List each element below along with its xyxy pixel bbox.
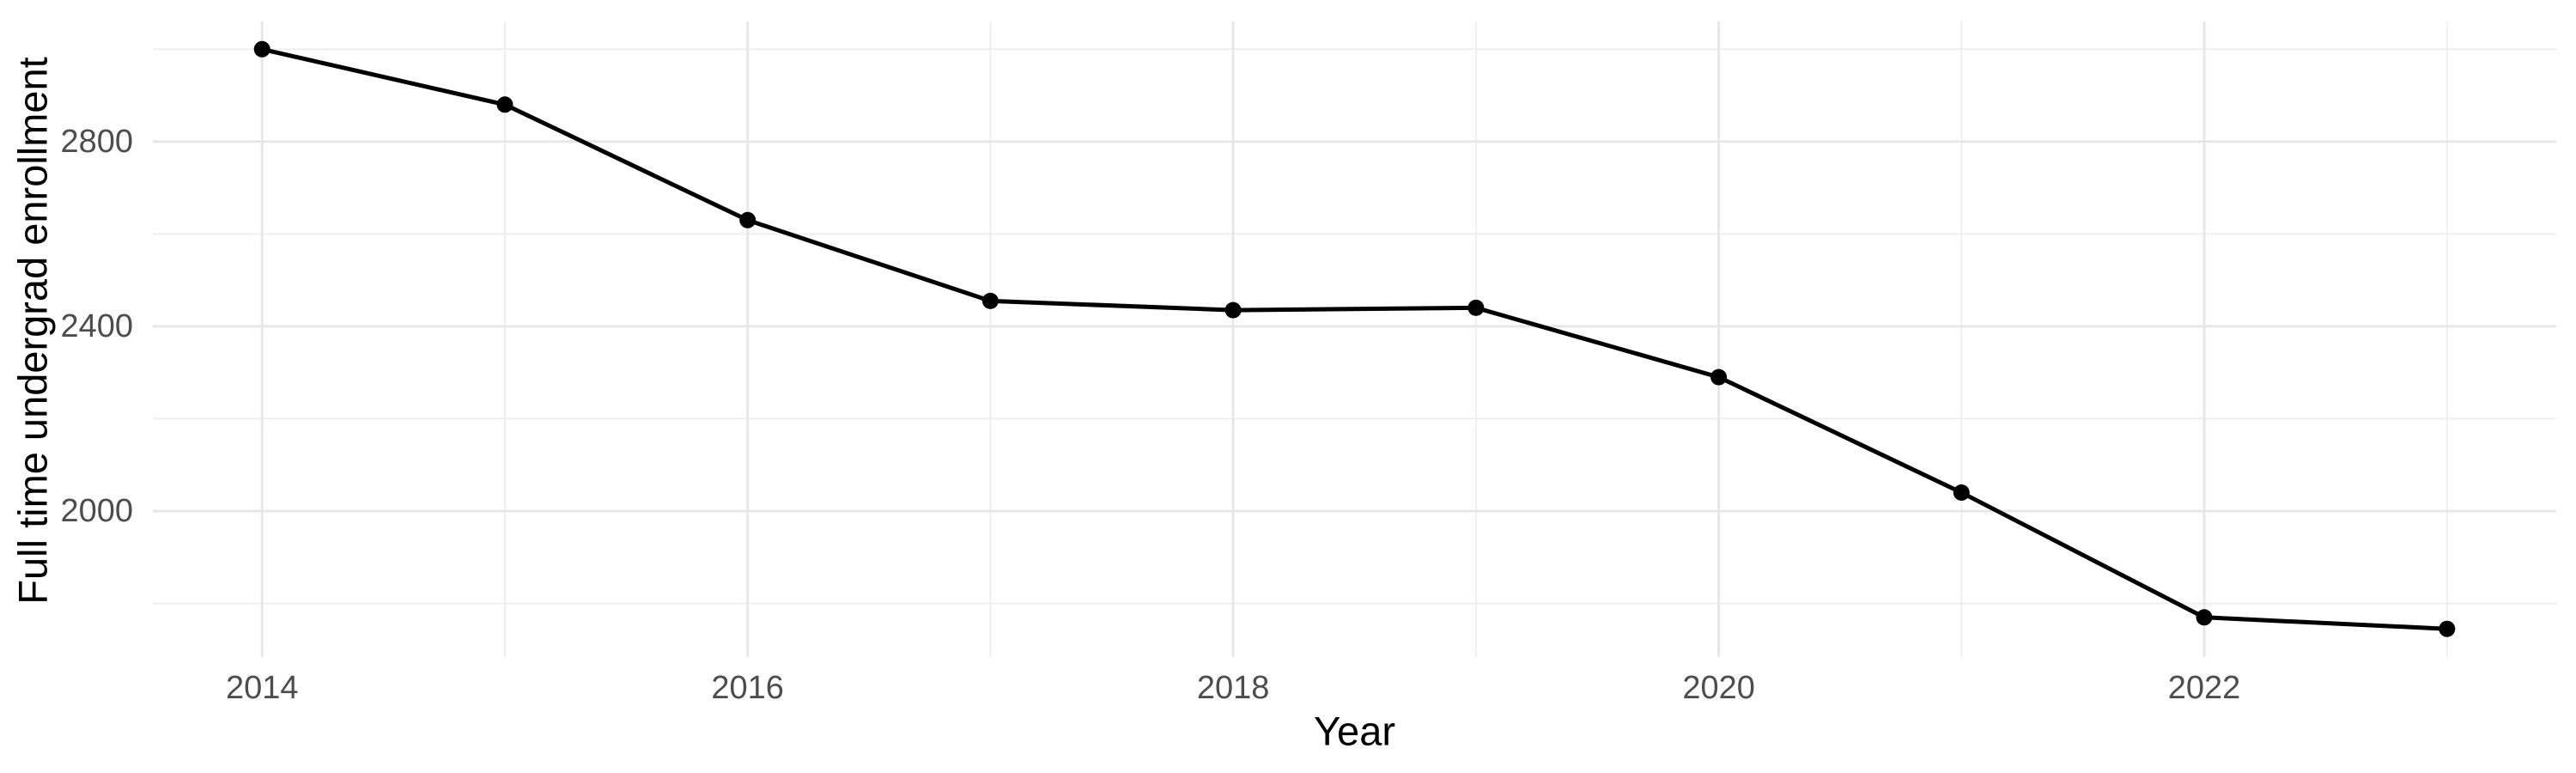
y-tick-label-2800: 2800 xyxy=(60,124,133,160)
title-layer: Year Full time undergrad enrollment xyxy=(10,57,1395,753)
data-point-2018 xyxy=(1224,301,1242,319)
data-point-2022 xyxy=(2196,609,2213,626)
x-tick-label-2016: 2016 xyxy=(711,670,784,706)
x-tick-label-2020: 2020 xyxy=(1682,670,1755,706)
data-point-2019 xyxy=(1467,299,1485,316)
series-layer xyxy=(253,40,2456,637)
data-point-2017 xyxy=(981,292,999,309)
data-point-2015 xyxy=(496,96,513,113)
grid-layer xyxy=(153,21,2556,657)
data-point-2023 xyxy=(2439,620,2456,637)
x-tick-label-2014: 2014 xyxy=(226,670,299,706)
enrollment-line xyxy=(261,46,2447,631)
y-axis-title: Full time undergrad enrollment xyxy=(10,57,56,604)
x-axis-title: Year xyxy=(1314,709,1395,754)
data-point-2021 xyxy=(1953,484,1970,501)
x-tick-label-2018: 2018 xyxy=(1197,670,1270,706)
data-point-2020 xyxy=(1710,368,1728,386)
y-tick-label-2400: 2400 xyxy=(60,308,133,344)
data-point-2014 xyxy=(253,40,270,58)
x-tick-label-2022: 2022 xyxy=(2168,670,2241,706)
y-tick-label-2000: 2000 xyxy=(60,493,133,529)
tick-layer: 2000 2400 2800 2014 2016 2018 2020 2022 xyxy=(60,124,2240,706)
data-point-2016 xyxy=(739,211,756,228)
